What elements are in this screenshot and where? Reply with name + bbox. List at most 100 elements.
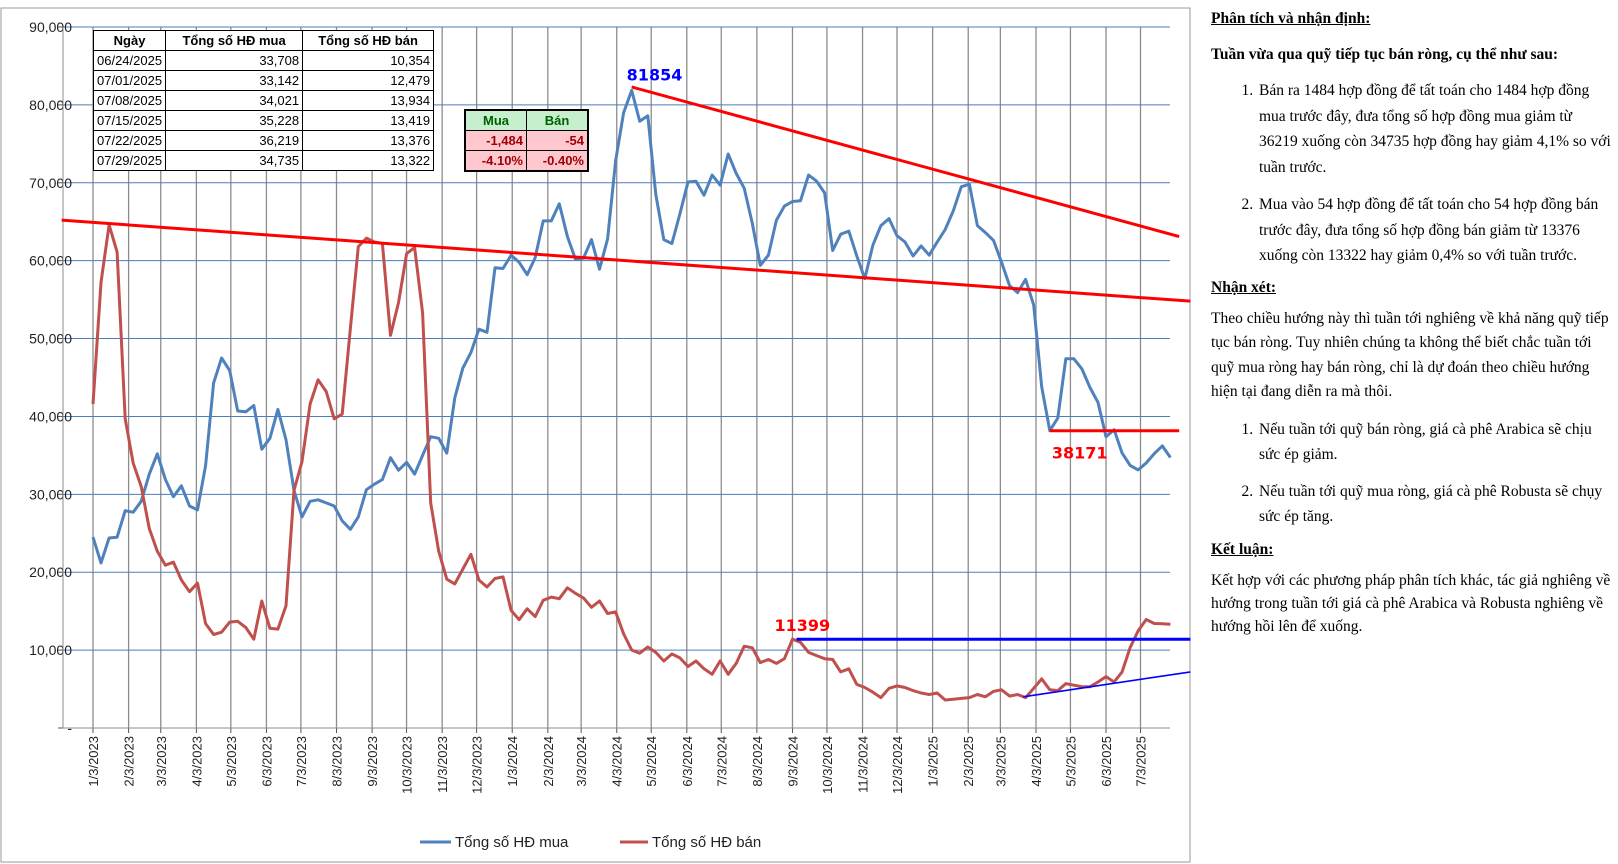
annotation-label: 81854 — [627, 65, 683, 84]
remark-text: Theo chiều hướng này thì tuần tới nghiên… — [1211, 309, 1609, 401]
remark-list-item: Nếu tuần tới quỹ mua ròng, giá cà phê Ro… — [1257, 479, 1611, 529]
analysis-title: Phân tích và nhận định: — [1211, 10, 1371, 27]
col-header-date: Ngày — [92, 30, 167, 51]
x-tick-label: 5/3/2025 — [1063, 736, 1078, 787]
x-axis-ticks: 1/3/2023 2/3/2023 3/3/2023 4/3/2023 5/3/2023… — [63, 727, 1170, 794]
cell-date: 07/01/2025 — [92, 70, 167, 91]
y-axis-ticks: -10,00020,00030,00040,00050,00060,00070,… — [29, 19, 72, 736]
weekly-positions-table: Ngày Tổng số HĐ mua Tổng số HĐ bán 06/24… — [92, 30, 435, 171]
cell-buy: 35,228 — [165, 110, 304, 131]
analysis-list: Bán ra 1484 hợp đồng để tất toán cho 148… — [1211, 78, 1611, 269]
x-tick-label: 10/3/2023 — [400, 736, 415, 794]
x-tick-label: 3/3/2025 — [993, 736, 1008, 787]
change-header-buy: Mua — [464, 109, 527, 131]
legend: Tổng số HĐ mua Tổng số HĐ bán — [420, 834, 761, 851]
col-header-buy: Tổng số HĐ mua — [165, 30, 304, 51]
cell-buy: 33,708 — [165, 50, 304, 71]
x-tick-label: 8/3/2023 — [329, 736, 344, 787]
cell-buy: 33,142 — [165, 70, 304, 91]
x-tick-label: 4/3/2023 — [189, 736, 204, 787]
y-tick-label: 20,000 — [29, 564, 72, 580]
x-tick-label: 2/3/2025 — [961, 736, 976, 787]
x-tick-label: 5/3/2024 — [644, 736, 659, 787]
x-tick-label: 6/3/2025 — [1099, 736, 1114, 787]
cell-buy: 34,735 — [165, 150, 304, 171]
x-tick-label: 3/3/2024 — [574, 736, 589, 787]
cell-sell: 13,419 — [302, 110, 435, 131]
x-tick-label: 5/3/2023 — [224, 736, 239, 787]
y-tick-label: 50,000 — [29, 331, 72, 347]
uptrend-support-line — [1023, 671, 1191, 698]
conclusion-title: Kết luận: — [1211, 540, 1274, 558]
table-row: 07/15/2025 35,228 13,419 — [92, 110, 435, 131]
x-tick-label: 11/3/2024 — [856, 736, 871, 793]
col-header-sell: Tổng số HĐ bán — [302, 30, 435, 51]
trendlines — [61, 85, 1191, 698]
remark-list: Nếu tuần tới quỹ bán ròng, giá cà phê Ar… — [1211, 417, 1611, 529]
remark-list-item: Nếu tuần tới quỹ bán ròng, giá cà phê Ar… — [1257, 417, 1611, 467]
x-tick-label: 2/3/2024 — [541, 736, 556, 787]
table-row: 06/24/2025 33,708 10,354 — [92, 50, 435, 71]
change-sell-pct: -0.40% — [526, 150, 589, 172]
y-tick-label: 80,000 — [29, 97, 72, 113]
change-buy-abs: -1,484 — [464, 130, 527, 151]
cell-date: 06/24/2025 — [92, 50, 167, 71]
table-row: 07/29/2025 34,735 13,322 — [92, 150, 435, 171]
x-tick-label: 4/3/2024 — [610, 736, 625, 787]
cell-buy: 36,219 — [165, 130, 304, 151]
annotation-label: 38171 — [1052, 444, 1108, 463]
x-tick-label: 6/3/2023 — [259, 736, 274, 787]
analysis-list-item: Bán ra 1484 hợp đồng để tất toán cho 148… — [1257, 78, 1611, 180]
table-row: 07/22/2025 36,219 13,376 — [92, 130, 435, 151]
x-tick-label: 11/3/2023 — [435, 736, 450, 793]
y-tick-label: 40,000 — [29, 408, 72, 424]
conclusion-text: Kết hợp với các phương pháp phân tích kh… — [1211, 571, 1611, 635]
x-tick-label: 4/3/2025 — [1029, 736, 1044, 787]
x-tick-label: 8/3/2024 — [750, 736, 765, 787]
x-tick-label: 9/3/2024 — [785, 736, 800, 787]
x-tick-label: 3/3/2023 — [154, 736, 169, 787]
change-buy-pct: -4.10% — [464, 150, 527, 172]
cell-sell: 13,322 — [302, 150, 435, 171]
analysis-list-item: Mua vào 54 hợp đồng để tất toán cho 54 h… — [1257, 192, 1611, 269]
cell-date: 07/15/2025 — [92, 110, 167, 131]
y-tick-label: 30,000 — [29, 486, 72, 502]
long-term-support-line — [61, 218, 1191, 303]
x-tick-label: 10/3/2024 — [820, 736, 835, 794]
cell-sell: 10,354 — [302, 50, 435, 71]
table-row: 07/08/2025 34,021 13,934 — [92, 90, 435, 111]
cell-sell: 12,479 — [302, 70, 435, 91]
legend-label-sell: Tổng số HĐ bán — [652, 834, 761, 851]
table-row: 07/01/2025 33,142 12,479 — [92, 70, 435, 91]
x-tick-label: 7/3/2023 — [294, 736, 309, 787]
cell-sell: 13,934 — [302, 90, 435, 111]
cell-date: 07/22/2025 — [92, 130, 167, 151]
downtrend-resistance-line — [631, 85, 1180, 238]
y-tick-label: 90,000 — [29, 19, 72, 35]
x-tick-label: 7/3/2025 — [1133, 736, 1148, 787]
remark-title: Nhận xét: — [1211, 278, 1277, 296]
series-lines — [91, 88, 1172, 702]
x-tick-label: 1/3/2025 — [926, 736, 941, 787]
analysis-panel: Phân tích và nhận định: Tuần vừa qua quỹ… — [1211, 10, 1611, 638]
change-header-sell: Bán — [526, 109, 589, 131]
table-header-row: Ngày Tổng số HĐ mua Tổng số HĐ bán — [92, 30, 435, 51]
x-tick-label: 2/3/2023 — [122, 736, 137, 787]
y-tick-label: 10,000 — [29, 642, 72, 658]
x-tick-label: 7/3/2024 — [714, 736, 729, 787]
analysis-lead: Tuần vừa qua quỹ tiếp tục bán ròng, cụ t… — [1211, 46, 1559, 63]
cell-date: 07/08/2025 — [92, 90, 167, 111]
y-tick-label: 60,000 — [29, 253, 72, 269]
x-tick-label: 12/3/2024 — [890, 736, 905, 794]
legend-label-buy: Tổng số HĐ mua — [455, 834, 569, 851]
change-sell-abs: -54 — [526, 130, 589, 151]
cell-date: 07/29/2025 — [92, 150, 167, 171]
cell-buy: 34,021 — [165, 90, 304, 111]
weekly-change-table: Mua Bán -1,484 -54 -4.10% -0.40% — [464, 109, 589, 172]
annotation-label: 11399 — [774, 616, 830, 635]
x-tick-label: 9/3/2023 — [365, 736, 380, 787]
y-tick-label: 70,000 — [29, 175, 72, 191]
x-tick-label: 12/3/2023 — [470, 736, 485, 794]
x-tick-label: 1/3/2024 — [505, 736, 520, 787]
x-tick-label: 1/3/2023 — [86, 736, 101, 787]
